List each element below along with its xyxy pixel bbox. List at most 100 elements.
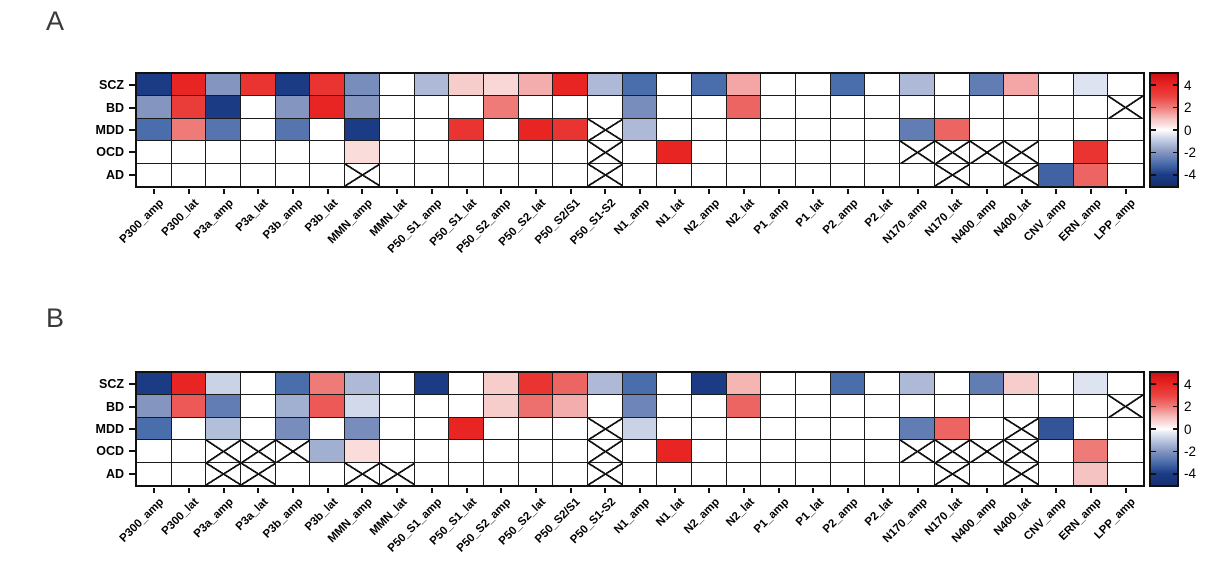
heatmap-cell (136, 416, 173, 442)
heatmap-cell-excluded (240, 461, 277, 487)
heatmap-cell (1037, 117, 1075, 143)
heatmap-cell (552, 416, 589, 442)
heatmap-cell (725, 95, 763, 120)
heatmap-cell (899, 371, 936, 397)
heatmap-cell (413, 461, 451, 487)
heatmap-cell (448, 140, 485, 165)
row-label: SCZ (99, 377, 124, 392)
heatmap-cell (899, 394, 936, 419)
heatmap-cell (829, 117, 867, 143)
heatmap-cell (933, 394, 971, 419)
heatmap-cell (621, 140, 659, 165)
heatmap-cell (170, 95, 208, 120)
y-axis-tick (129, 106, 135, 109)
x-axis-tick (985, 487, 988, 493)
column-label: P300_amp (118, 496, 167, 545)
heatmap-cell (829, 394, 867, 419)
heatmap-cell (170, 394, 208, 419)
x-axis-tick (257, 487, 260, 493)
heatmap-cell (413, 416, 451, 442)
heatmap-cell (517, 461, 555, 487)
x-axis-tick (1089, 188, 1092, 194)
column-label: P1_lat (793, 496, 826, 529)
heatmap-cell (309, 371, 347, 397)
heatmap-cell (968, 95, 1006, 120)
heatmap-cell (309, 162, 347, 188)
x-axis-tick (430, 487, 433, 493)
x-axis-tick (639, 487, 641, 493)
colorbar-tick-label: -4 (1184, 167, 1197, 183)
heatmap-cell (482, 117, 520, 143)
column-label: P2_amp (820, 197, 861, 237)
heatmap-cell (795, 416, 832, 442)
heatmap-cell (240, 394, 277, 419)
x-axis-tick (500, 188, 503, 194)
heatmap-cell (621, 439, 659, 464)
heatmap-cell (691, 439, 728, 464)
column-label: P1_lat (793, 197, 826, 230)
heatmap-cell (621, 416, 659, 442)
colorbar-tick (1172, 106, 1177, 109)
heatmap-cell (344, 394, 381, 419)
heatmap-cell (448, 439, 485, 464)
heatmap-cell (829, 140, 867, 165)
heatmap-cell (378, 117, 416, 143)
x-axis-tick (847, 188, 850, 194)
heatmap-cell (795, 371, 832, 397)
heatmap-cell (517, 416, 555, 442)
heatmap-cell (344, 117, 381, 143)
x-axis-tick (292, 188, 295, 194)
heatmap-cell (309, 140, 347, 165)
heatmap-cell (517, 95, 555, 120)
heatmap-cell (1072, 416, 1110, 442)
column-label: P300_amp (118, 197, 167, 246)
x-axis-tick (604, 487, 607, 493)
row-label: OCD (96, 444, 124, 459)
heatmap-cell (517, 72, 555, 98)
x-axis-tick (326, 188, 329, 194)
heatmap-cell (482, 439, 520, 464)
x-axis-tick (1055, 188, 1058, 194)
column-label: N2_lat (723, 197, 757, 230)
heatmap-cell-excluded (378, 461, 416, 487)
colorbar-tick (1151, 450, 1156, 453)
heatmap-cell (899, 95, 936, 120)
heatmap-cell (1037, 140, 1075, 165)
heatmap-cell (170, 461, 208, 487)
heatmap-cell-excluded (1003, 162, 1040, 188)
heatmap-cell-excluded (933, 439, 971, 464)
heatmap-cell (344, 416, 381, 442)
heatmap-cell (517, 394, 555, 419)
heatmap-cell-excluded (1003, 461, 1040, 487)
heatmap-cell (482, 416, 520, 442)
heatmap-cell (344, 371, 381, 397)
heatmap-cell (864, 162, 902, 188)
x-axis-tick (812, 188, 815, 194)
column-label: N1_amp (612, 496, 653, 537)
x-axis-tick (1089, 487, 1092, 493)
heatmap-cell-excluded (933, 162, 971, 188)
y-axis-tick (129, 151, 135, 154)
column-label: P1_amp (751, 197, 792, 237)
heatmap-cell (309, 461, 347, 487)
heatmap-cell (1072, 140, 1110, 165)
heatmap-cell (378, 394, 416, 419)
colorbar-tick (1172, 472, 1177, 475)
y-axis-tick (129, 450, 135, 453)
heatmap-cell (413, 140, 451, 165)
x-axis-tick (847, 487, 850, 493)
y-axis-tick (129, 173, 135, 176)
x-axis-tick (188, 188, 191, 194)
x-axis-tick (465, 487, 468, 493)
heatmap-cell-excluded (968, 140, 1006, 165)
x-axis-tick (777, 487, 780, 493)
colorbar-tick-label: 4 (1184, 77, 1192, 93)
row-label: OCD (96, 145, 124, 160)
heatmap-cell (656, 72, 694, 98)
heatmap-cell (760, 371, 798, 397)
heatmap-cell (691, 371, 728, 397)
heatmap-cell (136, 117, 173, 143)
heatmap-cell (725, 140, 763, 165)
heatmap-cell (656, 394, 694, 419)
heatmap-cell (482, 95, 520, 120)
